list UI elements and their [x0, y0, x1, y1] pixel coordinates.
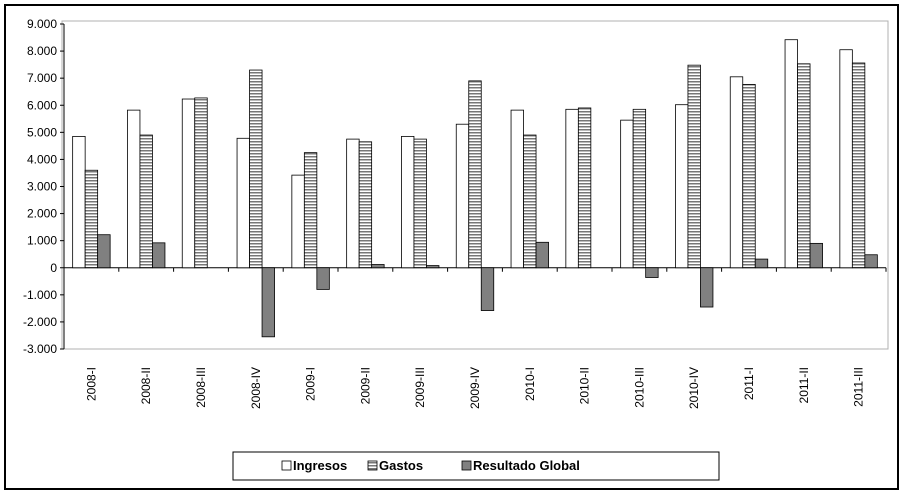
resultado-global-bar — [152, 242, 166, 269]
ingresos-bar — [675, 104, 689, 269]
ingresos-bar — [729, 76, 744, 269]
legend-box — [232, 451, 720, 481]
ingresos-bar — [510, 109, 524, 269]
y-tick-label: 9.000 — [27, 17, 57, 31]
legend-swatch — [281, 460, 292, 471]
bar-chart: 9.000 8.000 7.000 6.000 5.000 4.000 3.000 2.000… — [23, 17, 889, 481]
ingresos-bar — [455, 123, 470, 269]
y-tick-label: -1.000 — [23, 288, 57, 302]
legend-label: Ingresos — [293, 458, 347, 473]
y-tick-label: 7.000 — [27, 71, 57, 85]
resultado-global-bar — [809, 242, 823, 269]
gastos-bar — [303, 152, 318, 269]
ingresos-bar — [839, 49, 853, 269]
gastos-bar — [84, 169, 99, 269]
gastos-bar — [523, 134, 537, 269]
resultado-global-bar — [97, 234, 111, 269]
ingresos-bar — [346, 138, 360, 269]
ingresos-bar — [291, 174, 305, 269]
chart-frame: 9.000 8.000 7.000 6.000 5.000 4.000 3.000 2.000… — [4, 4, 899, 490]
legend-label: Gastos — [379, 458, 423, 473]
x-tick-label: 2010-IV — [687, 367, 701, 409]
x-tick-label: 2011-II — [797, 367, 811, 403]
y-tick-label: 6.000 — [27, 98, 57, 112]
x-tick-label: 2009-III — [413, 367, 427, 408]
x-tick-label: 2008-III — [194, 367, 208, 408]
ingresos-bar — [401, 135, 415, 269]
resultado-global-bar — [645, 267, 659, 278]
x-tick-label: 2008-I — [84, 367, 98, 401]
x-tick-label: 2010-III — [632, 367, 646, 408]
resultado-global-bar — [426, 265, 440, 269]
resultado-global-bar — [700, 267, 714, 308]
y-tick-label: 2.000 — [27, 207, 57, 221]
legend-label: Resultado Global — [473, 458, 580, 473]
x-tick-label: 2011-I — [742, 367, 756, 400]
x-tick-label: 2008-II — [139, 367, 153, 404]
x-tick-label: 2009-II — [358, 367, 372, 404]
gastos-bar — [797, 63, 811, 269]
ingresos-bar — [72, 135, 86, 269]
x-axis-labels: 2008-I 2008-II 2008-III 2008-IV 2009-I 2009-I… — [84, 367, 865, 409]
y-tick-label: 8.000 — [27, 44, 57, 58]
x-tick-label: 2010-II — [578, 367, 592, 404]
x-tick-label: 2010-I — [523, 367, 537, 401]
legend-swatch — [367, 460, 378, 471]
gastos-bar — [577, 107, 592, 269]
y-tick-label: -3.000 — [23, 342, 57, 356]
y-tick-label: -2.000 — [23, 315, 57, 329]
resultado-global-bar — [480, 267, 495, 311]
resultado-global-bar — [261, 267, 275, 338]
gastos-bar — [358, 141, 373, 269]
y-tick-label: 3.000 — [27, 180, 57, 194]
legend-swatch — [461, 460, 472, 471]
legend: Ingresos Gastos Resultado Global — [232, 451, 720, 481]
ingresos-bar — [565, 108, 579, 269]
x-tick-label: 2011-III — [852, 367, 866, 407]
gastos-bar — [687, 64, 701, 269]
y-tick-label: 0 — [50, 261, 57, 275]
gastos-bar — [742, 83, 756, 269]
x-tick-label: 2009-I — [304, 367, 318, 401]
y-tick-label: 1.000 — [27, 234, 57, 248]
resultado-global-bar — [535, 241, 549, 269]
gastos-bar — [632, 108, 647, 269]
x-tick-label: 2008-IV — [249, 367, 263, 409]
resultado-global-bar — [316, 267, 330, 290]
gastos-bar — [139, 134, 153, 269]
ingresos-bar — [236, 137, 250, 269]
resultado-global-bar — [371, 264, 385, 269]
gastos-bar — [249, 69, 263, 269]
gastos-bar — [851, 62, 866, 269]
bars-group — [72, 39, 887, 338]
gastos-bar — [194, 97, 208, 269]
resultado-global-bar — [864, 254, 878, 269]
x-tick-label: 2009-IV — [468, 367, 482, 409]
gastos-bar — [413, 138, 427, 269]
y-tick-label: 4.000 — [27, 152, 57, 166]
resultado-global-bar — [754, 258, 769, 269]
ingresos-bar — [784, 39, 798, 269]
ingresos-bar — [127, 109, 141, 269]
gastos-bar — [468, 80, 482, 269]
ingresos-bar — [181, 98, 196, 269]
y-tick-label: 5.000 — [27, 125, 57, 139]
ingresos-bar — [620, 119, 634, 269]
